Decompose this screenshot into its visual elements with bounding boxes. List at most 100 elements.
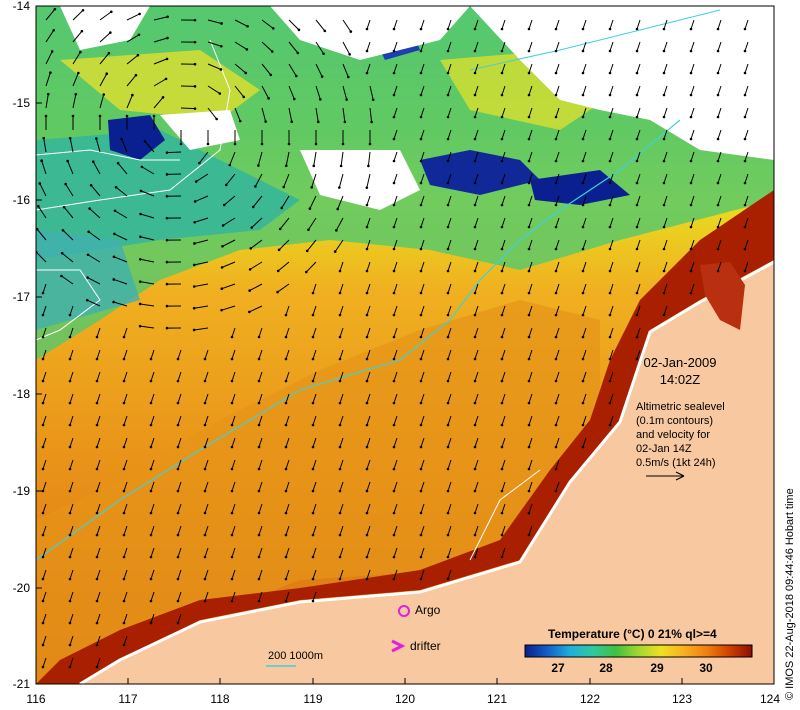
velocity-arrow-head <box>689 291 693 295</box>
velocity-arrow-head <box>41 291 45 295</box>
velocity-arrow-head <box>193 200 197 203</box>
velocity-arrow-head <box>392 269 396 273</box>
velocity-arrow-head <box>371 98 375 101</box>
velocity-arrow-head <box>41 313 45 317</box>
velocity-arrow-head <box>716 93 720 97</box>
velocity-arrow <box>474 19 479 30</box>
velocity-arrow-head <box>68 357 72 361</box>
velocity-arrow <box>234 41 248 50</box>
velocity-arrow <box>258 327 263 338</box>
velocity-arrow-head <box>311 511 315 515</box>
velocity-arrow <box>447 19 452 30</box>
velocity-arrow <box>194 327 209 331</box>
velocity-arrow-head <box>149 489 153 493</box>
velocity-arrow <box>177 371 182 382</box>
velocity-arrow-head <box>134 73 138 77</box>
velocity-arrow <box>366 283 371 294</box>
velocity-arrow-head <box>176 621 180 625</box>
velocity-arrow-head <box>62 205 66 209</box>
velocity-arrow <box>663 19 668 30</box>
velocity-arrow-head <box>662 313 666 317</box>
velocity-arrow-head <box>87 230 90 234</box>
velocity-arrow <box>45 72 51 87</box>
velocity-arrow <box>393 173 398 184</box>
velocity-arrow-head <box>608 291 612 295</box>
velocity-arrow-head <box>662 269 666 273</box>
velocity-arrow <box>204 547 209 558</box>
velocity-arrow <box>528 129 533 140</box>
velocity-arrow <box>96 525 101 536</box>
info-line: 02-Jan 14Z <box>636 443 692 455</box>
velocity-arrow-head <box>311 379 315 383</box>
velocity-arrow <box>42 481 47 492</box>
colorbar-tick: 30 <box>699 661 713 675</box>
velocity-arrow <box>315 19 326 32</box>
velocity-arrow <box>555 151 560 162</box>
velocity-arrow <box>447 85 452 96</box>
velocity-arrow-head <box>527 269 531 273</box>
sealevel-contour <box>36 149 180 161</box>
velocity-arrow-head <box>165 216 169 220</box>
y-tick-label: -14 <box>12 0 30 13</box>
cold-core-central <box>420 150 540 195</box>
velocity-arrow <box>69 327 74 338</box>
velocity-arrow-head <box>743 247 747 251</box>
velocity-arrow-head <box>365 445 369 449</box>
velocity-arrow-head <box>662 247 666 251</box>
velocity-arrow <box>113 256 128 263</box>
velocity-arrow-head <box>113 209 117 213</box>
velocity-arrow-head <box>338 511 342 515</box>
velocity-arrow <box>474 63 479 74</box>
depth-contour-1000m <box>36 119 681 561</box>
velocity-arrow-head <box>257 533 261 537</box>
velocity-arrow <box>501 19 506 30</box>
info-line: and velocity for <box>636 429 710 441</box>
velocity-arrow-head <box>122 533 126 537</box>
velocity-arrow <box>342 41 351 55</box>
velocity-arrow <box>501 107 506 118</box>
velocity-arrow-head <box>743 115 747 119</box>
velocity-arrow <box>339 569 344 580</box>
velocity-arrow-head <box>149 511 153 515</box>
velocity-arrow <box>501 349 506 360</box>
velocity-arrow <box>194 283 209 287</box>
velocity-arrow <box>198 151 209 164</box>
velocity-arrow-head <box>527 71 531 75</box>
velocity-arrow-head <box>338 401 342 405</box>
velocity-arrow <box>555 129 560 140</box>
velocity-arrow-head <box>138 12 141 16</box>
velocity-arrow-head <box>419 225 423 229</box>
velocity-arrow <box>555 283 560 294</box>
velocity-arrow-head <box>203 445 207 449</box>
velocity-arrow-head <box>113 232 116 236</box>
velocity-arrow <box>447 503 452 514</box>
velocity-arrow-head <box>284 467 288 471</box>
velocity-arrow <box>528 283 533 294</box>
velocity-arrow <box>717 63 722 74</box>
velocity-arrow-head <box>500 269 504 273</box>
velocity-arrow-head <box>608 269 612 273</box>
velocity-arrow-head <box>139 189 143 193</box>
velocity-arrow-head <box>446 357 450 361</box>
velocity-arrow <box>225 173 236 186</box>
velocity-arrow-head <box>95 401 99 405</box>
velocity-arrow <box>609 327 614 338</box>
velocity-arrow-head <box>554 159 558 163</box>
velocity-arrow <box>277 283 290 293</box>
velocity-arrow-head <box>581 159 585 163</box>
velocity-arrow-head <box>500 93 504 97</box>
velocity-arrow <box>447 525 452 536</box>
velocity-arrow-head <box>41 467 45 471</box>
velocity-arrow-head <box>41 511 45 515</box>
velocity-arrow-head <box>554 225 558 229</box>
velocity-arrow-head <box>38 182 42 185</box>
velocity-arrow-head <box>608 49 612 53</box>
velocity-arrow-head <box>446 137 450 141</box>
y-tick-label: -21 <box>12 677 30 691</box>
velocity-arrow-head <box>473 445 477 449</box>
velocity-arrow-head <box>716 27 720 31</box>
velocity-arrow <box>366 41 371 52</box>
velocity-arrow <box>258 525 263 536</box>
velocity-arrow <box>96 437 101 448</box>
velocity-arrow <box>285 349 290 360</box>
